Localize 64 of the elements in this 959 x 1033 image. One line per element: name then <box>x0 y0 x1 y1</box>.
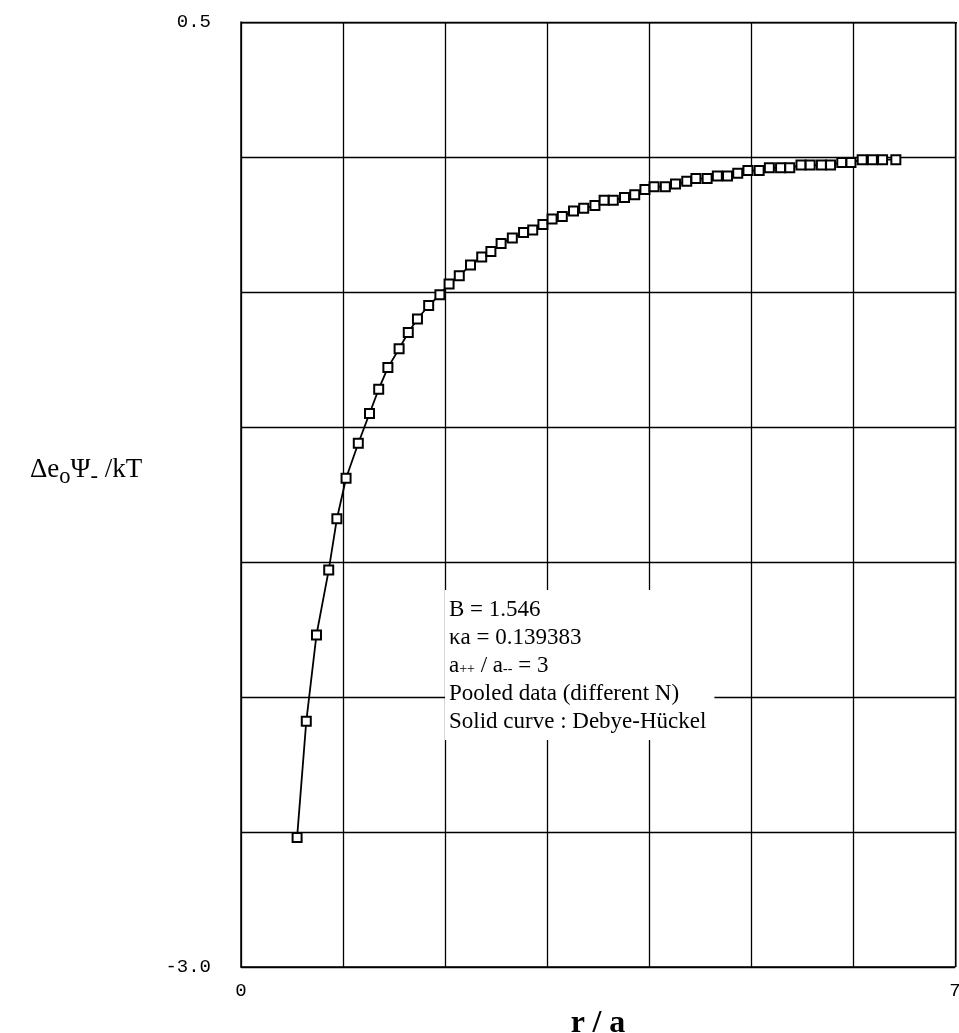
point <box>866 154 878 166</box>
point <box>639 183 651 195</box>
point <box>856 154 868 166</box>
point <box>795 159 807 171</box>
point <box>681 175 693 187</box>
point <box>763 162 775 174</box>
point <box>310 629 322 641</box>
x-axis-title: r / a <box>570 1002 626 1033</box>
point <box>495 237 507 249</box>
point <box>393 343 405 355</box>
point <box>465 259 476 271</box>
y-axis-title: Δe$_{o}$Ψ$_{-}$ /kT <box>30 452 143 491</box>
point <box>506 232 518 244</box>
point <box>578 202 590 214</box>
point <box>890 154 902 166</box>
point <box>753 165 765 176</box>
point <box>690 173 702 185</box>
point <box>619 192 631 203</box>
point <box>556 210 568 222</box>
point <box>300 715 312 727</box>
point <box>629 189 641 201</box>
point <box>701 173 713 185</box>
point <box>373 383 385 395</box>
point <box>340 472 352 484</box>
point <box>659 181 671 193</box>
annotation: κa = 0.139383 <box>449 623 582 649</box>
y-tick-label: 0.5 <box>176 11 211 33</box>
annotation: B = 1.546 <box>449 595 541 621</box>
point <box>670 178 682 190</box>
point <box>732 167 744 179</box>
point <box>443 278 455 290</box>
x-tick-label: 7 <box>949 979 959 1002</box>
point <box>527 224 539 236</box>
annotation: a++ / a-- = 3 <box>449 651 549 677</box>
point <box>784 162 796 174</box>
point <box>825 159 837 171</box>
point <box>434 289 446 301</box>
point <box>402 327 414 338</box>
annotation: Pooled data (different N) <box>449 679 680 705</box>
x-tick-label: 0 <box>235 979 247 1002</box>
point <box>331 513 343 525</box>
point <box>546 213 558 225</box>
point <box>518 227 530 239</box>
point <box>323 564 335 576</box>
point <box>648 181 660 193</box>
point <box>722 170 734 182</box>
point <box>352 437 364 449</box>
point <box>711 170 723 182</box>
point <box>476 251 488 263</box>
point <box>568 205 580 217</box>
y-tick-label: -3.0 <box>165 956 211 978</box>
point <box>485 246 497 257</box>
point <box>804 159 816 171</box>
point <box>877 154 889 166</box>
point <box>742 165 754 176</box>
point <box>537 219 549 230</box>
point <box>382 362 394 374</box>
point <box>589 200 601 212</box>
point <box>453 270 465 282</box>
point <box>364 408 376 419</box>
point <box>423 300 435 311</box>
point <box>607 194 619 206</box>
point <box>411 313 423 325</box>
annotation: Solid curve : Debye-Hückel <box>449 707 707 733</box>
